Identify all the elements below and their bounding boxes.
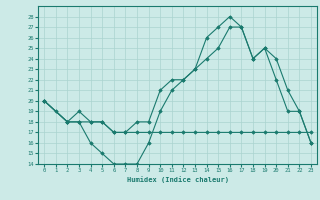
X-axis label: Humidex (Indice chaleur): Humidex (Indice chaleur) (127, 176, 228, 183)
